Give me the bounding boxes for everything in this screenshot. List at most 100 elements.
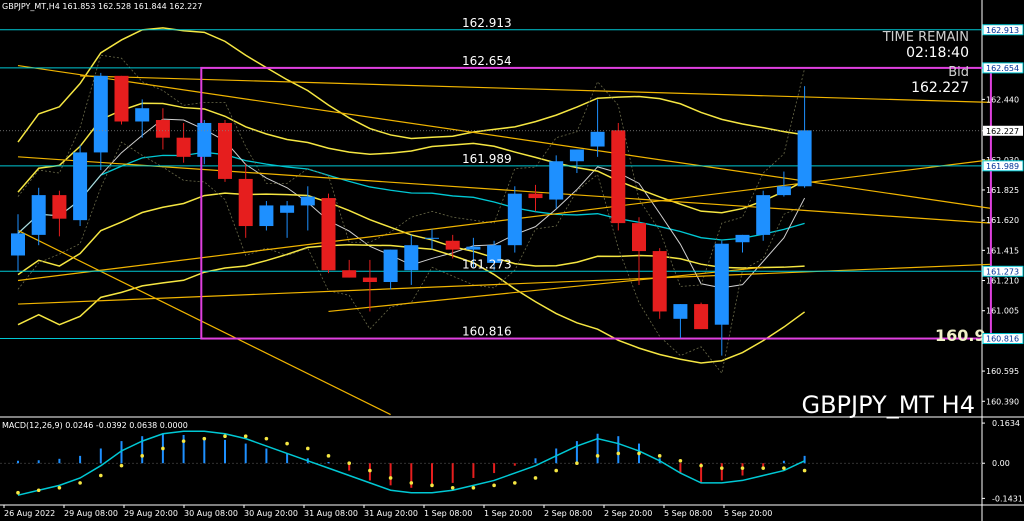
candle-body (611, 130, 626, 224)
candle-body (11, 233, 25, 256)
range-box (200, 66, 992, 340)
axis-marker (982, 160, 1024, 172)
price-tick-label: 162.030 (986, 156, 1019, 165)
time-tick-label: 31 Aug 08:00 (304, 509, 358, 518)
candle-body (342, 270, 357, 278)
macd-tick-label: 0.00 (992, 459, 1010, 468)
macd-signal-dot (36, 488, 41, 493)
level-label: 161.273 (462, 257, 512, 271)
time-tick-label: 29 Aug 08:00 (64, 509, 118, 518)
time-tick-label: 5 Sep 08:00 (664, 509, 712, 518)
price-tick-label: 160.595 (986, 367, 1019, 376)
current-price-marker-label: 162.227 (986, 127, 1019, 136)
macd-signal-dot (264, 436, 269, 441)
price-tick-label: 162.440 (986, 95, 1019, 104)
macd-signal-dot (161, 446, 165, 451)
envelope-low-line (17, 141, 805, 375)
time-tick-label: 1 Sep 08:00 (424, 509, 472, 518)
macd-signal-dot (554, 468, 558, 473)
macd-signal-dot (720, 466, 724, 470)
candle-body (466, 246, 481, 250)
macd-signal-dot (761, 466, 765, 470)
bid-value: 162.227 (911, 80, 969, 96)
trendline (328, 266, 764, 313)
time-tick-label: 1 Sep 20:00 (484, 509, 532, 518)
candle-body (590, 131, 605, 147)
candle-body (425, 237, 439, 239)
candle-body (197, 122, 212, 157)
candle-body (383, 249, 398, 282)
current-price-marker (983, 125, 1023, 136)
macd-signal-dot (595, 454, 600, 458)
macd-tick-label: 0.1634 (992, 419, 1020, 428)
price-tick-label: 161.210 (986, 277, 1019, 286)
trendline (17, 156, 991, 224)
time-remain-label: TIME REMAIN (882, 30, 969, 45)
candle-body (487, 245, 502, 263)
candle-body (735, 234, 750, 243)
candle-body (507, 193, 522, 246)
axis-marker (982, 265, 1024, 277)
candle-body (73, 152, 88, 221)
macd-signal-dot (782, 466, 786, 470)
bid-label: Bid (948, 65, 969, 80)
macd-signal-dot (57, 486, 62, 490)
trendline (17, 229, 391, 416)
axis-marker-label: 161.989 (986, 162, 1019, 171)
candle-body (218, 122, 232, 179)
candle-body (321, 198, 336, 271)
candle-body (652, 251, 667, 312)
candle-body (445, 240, 460, 250)
macd-signal-dot (678, 458, 683, 463)
axis-marker (982, 62, 1024, 74)
macd-signal-dot (492, 483, 496, 488)
axis-marker-label: 162.913 (986, 26, 1019, 35)
candle-body (362, 277, 377, 282)
price-tick-label: 161.620 (986, 216, 1019, 225)
candle-body (176, 137, 191, 157)
time-tick-label: 2 Sep 08:00 (544, 509, 592, 518)
macd-signal-dot (347, 461, 352, 466)
macd-tick-label: -0.1431 (992, 494, 1023, 503)
macd-signal-dot (16, 490, 20, 495)
candle-body (238, 178, 253, 227)
time-tick-label: 29 Aug 20:00 (124, 509, 178, 518)
time-tick-label: 30 Aug 20:00 (244, 509, 298, 518)
band-upper-outer-line (17, 27, 805, 143)
candle-body (31, 195, 46, 235)
macd-signal-dot (802, 468, 807, 473)
candle-body (549, 161, 564, 200)
candle-body (694, 304, 709, 330)
candle-body (714, 243, 729, 325)
macd-signal-dot (119, 463, 124, 468)
macd-signal-dot (368, 468, 372, 473)
macd-signal-dot (513, 481, 517, 485)
level-label: 162.654 (462, 54, 512, 68)
candle-body (52, 195, 67, 219)
time-tick-label: 2 Sep 20:00 (604, 509, 652, 518)
candle-body (135, 108, 150, 122)
level-label: 160.816 (462, 325, 512, 339)
candle-body (776, 186, 791, 196)
macd-signal-dot (243, 434, 248, 439)
macd-signal-dot (285, 441, 289, 446)
time-tick-label: 30 Aug 08:00 (184, 509, 238, 518)
price-tick-label: 161.415 (986, 246, 1019, 255)
macd-signal-dot (430, 483, 434, 488)
axis-marker (982, 24, 1024, 36)
level-label: 162.913 (462, 16, 512, 30)
time-tick-label: 31 Aug 20:00 (364, 509, 418, 518)
macd-signal-dot (223, 434, 227, 439)
macd-signal-dot (450, 486, 455, 490)
macd-signal-dot (140, 454, 144, 458)
macd-signal-dot (388, 476, 393, 480)
macd-signal-dot (616, 451, 621, 456)
macd-signal-dot (533, 476, 538, 480)
candle-body (797, 130, 812, 187)
macd-signal-dot (575, 461, 579, 466)
trendline (80, 75, 991, 103)
price-tick-label: 161.005 (986, 307, 1019, 316)
candle-body (280, 205, 295, 213)
